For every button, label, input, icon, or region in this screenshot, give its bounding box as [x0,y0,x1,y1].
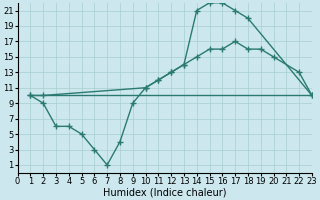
X-axis label: Humidex (Indice chaleur): Humidex (Indice chaleur) [103,187,227,197]
